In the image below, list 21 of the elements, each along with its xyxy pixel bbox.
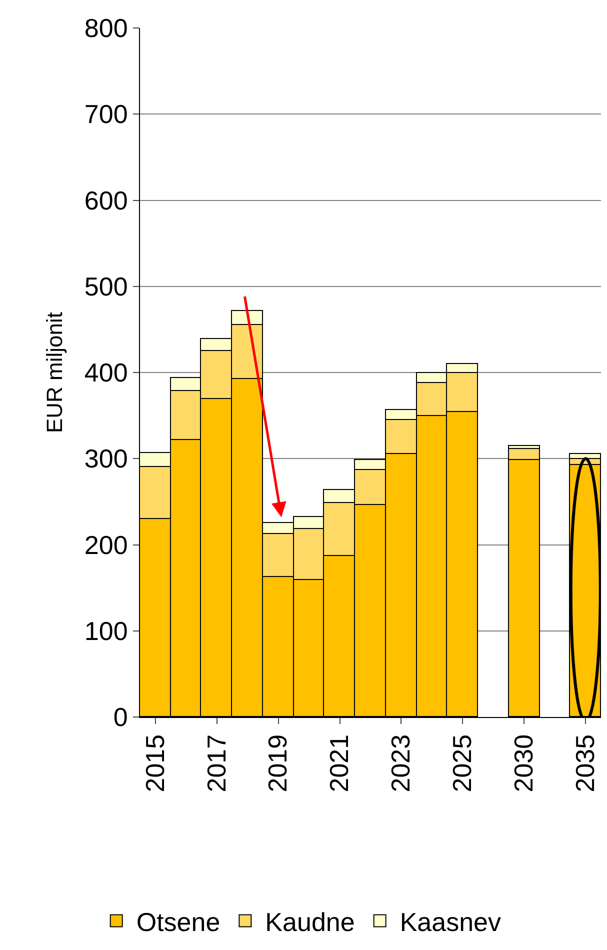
y-tick-label: 200 <box>84 530 128 560</box>
x-tick-label: 2030 <box>508 734 539 792</box>
y-tick-label: 500 <box>84 271 128 302</box>
y-tick-label: 800 <box>84 13 128 44</box>
legend-label: Otsene <box>136 906 220 937</box>
x-tick-label: 2023 <box>386 734 416 792</box>
y-tick-label: 400 <box>84 358 128 388</box>
x-tick-label: 2025 <box>447 734 478 792</box>
y-tick-label: 0 <box>113 702 128 732</box>
legend-label: Kaasnev <box>400 906 502 937</box>
y-tick-label: 700 <box>84 99 128 130</box>
y-tick-label: 100 <box>84 616 128 646</box>
x-tick-label: 2015 <box>140 734 170 792</box>
y-axis-title: EUR miljonit <box>42 312 68 434</box>
x-tick-label: 2019 <box>262 734 293 792</box>
x-tick-label: 2021 <box>324 734 354 792</box>
x-tick-label: 2035 <box>570 734 600 792</box>
x-tick-label: 2017 <box>201 734 232 792</box>
y-tick-label: 600 <box>84 185 128 216</box>
y-tick-label: 300 <box>84 444 128 474</box>
legend-label: Kaudne <box>265 906 355 937</box>
